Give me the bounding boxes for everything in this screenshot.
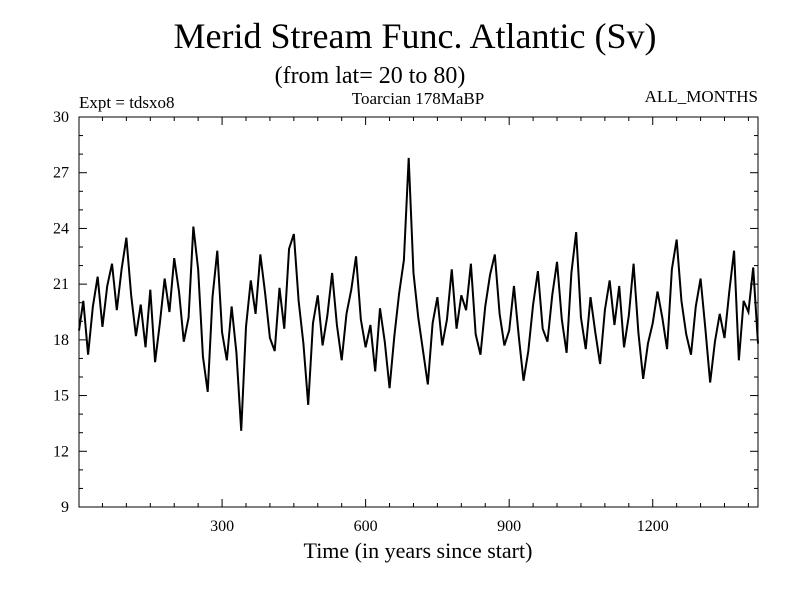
x-tick-label: 600 xyxy=(354,518,378,535)
x-axis: 300 600 900 1200 xyxy=(101,117,749,535)
period-label: Toarcian 178MaBP xyxy=(352,89,484,108)
chart-subtitle: (from lat= 20 to 80) xyxy=(275,63,466,89)
chart-title: Merid Stream Func. Atlantic (Sv) xyxy=(174,16,657,56)
y-tick-label: 27 xyxy=(53,165,69,182)
x-axis-title: Time (in years since start) xyxy=(304,538,533,563)
x-tick-label: 1200 xyxy=(637,518,669,535)
y-tick-label: 9 xyxy=(61,499,69,516)
series-line xyxy=(78,157,759,431)
experiment-label: Expt = tdsxo8 xyxy=(79,93,175,112)
y-axis: 9 12 15 18 21 24 27 30 xyxy=(53,109,758,516)
y-tick-label: 21 xyxy=(53,276,69,293)
x-tick-label: 300 xyxy=(210,518,234,535)
y-tick-label: 15 xyxy=(53,388,69,405)
x-tick-label: 900 xyxy=(497,518,521,535)
y-tick-label: 30 xyxy=(53,109,69,126)
months-label: ALL_MONTHS xyxy=(645,87,758,106)
y-tick-label: 24 xyxy=(53,220,69,237)
y-tick-label: 12 xyxy=(53,443,69,460)
plot-frame xyxy=(78,116,759,508)
y-tick-label: 18 xyxy=(53,332,69,349)
